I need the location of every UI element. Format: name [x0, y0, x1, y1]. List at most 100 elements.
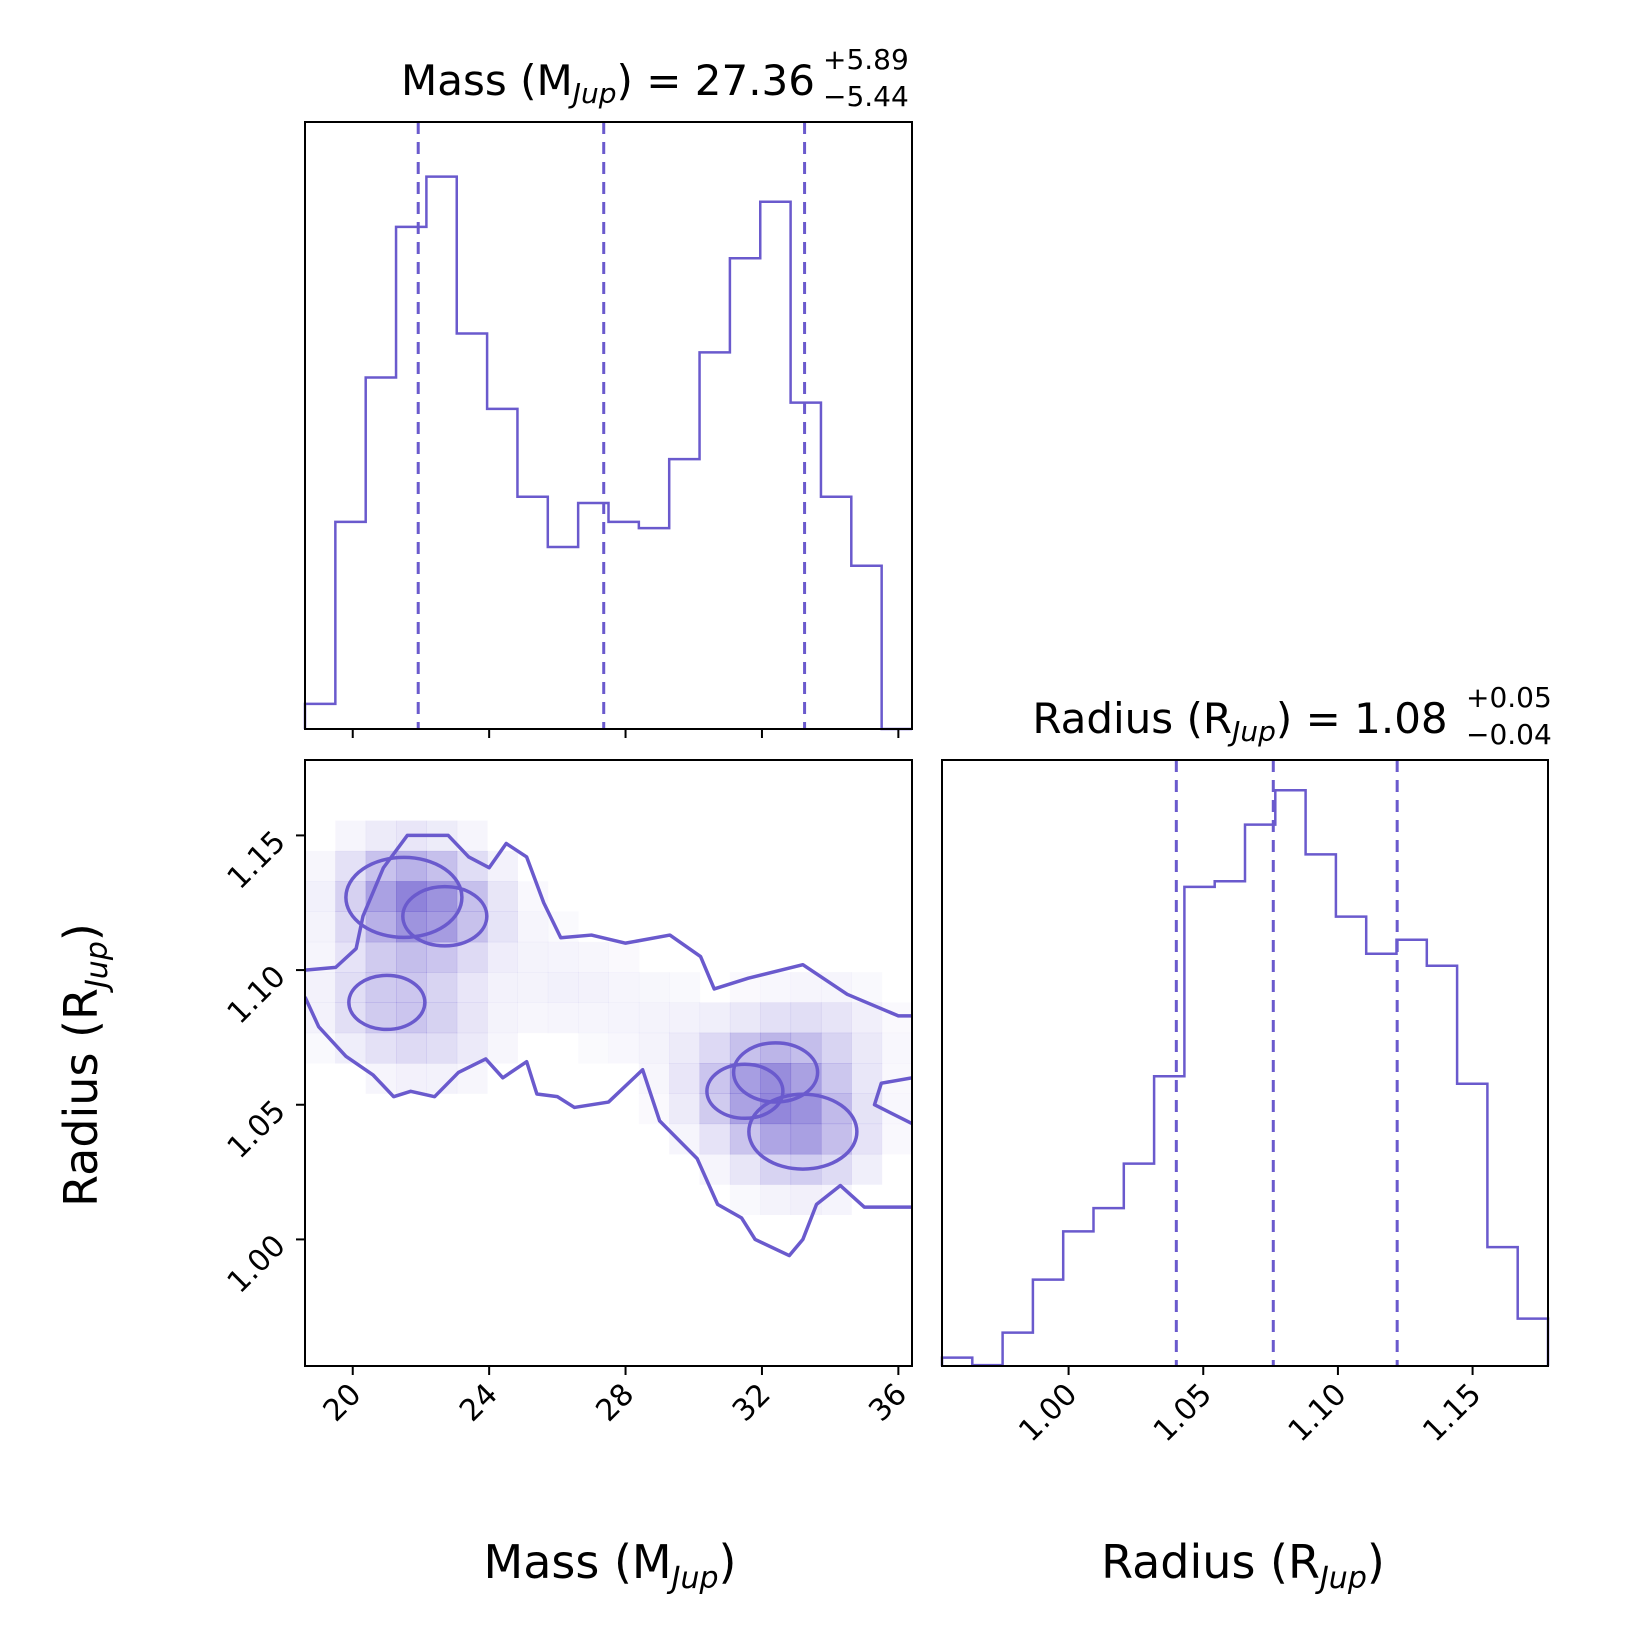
density-cell [820, 1032, 852, 1064]
mass-title-upper-error: +5.89 [823, 43, 909, 76]
density-cell [426, 1002, 458, 1034]
density-cell [669, 1123, 701, 1155]
density-cell [638, 1063, 670, 1094]
density-cell [820, 1063, 852, 1094]
mass-xtick-label: 36 [862, 1377, 914, 1429]
density-cell [790, 972, 822, 1003]
density-cell [456, 1002, 488, 1034]
density-cell [882, 1002, 913, 1033]
density-cell [517, 941, 549, 973]
radius-ytick-label: 1.15 [221, 824, 293, 896]
mass-histogram-step [303, 175, 912, 731]
density-cell [669, 972, 700, 1003]
y-axis-label-radius-sub: Jup [80, 941, 115, 993]
density-cell [365, 1063, 397, 1094]
density-cell [820, 1153, 852, 1185]
radius-xtick-label: 1.10 [1282, 1377, 1354, 1449]
radius-title-upper-error: +0.05 [1466, 681, 1552, 714]
mass-xtick-label: 20 [317, 1377, 369, 1429]
radius-ytick-label: 1.05 [221, 1094, 293, 1166]
mass-title-lower-error: −5.44 [823, 80, 909, 113]
x-axis-label-radius-sub: Jup [1315, 1561, 1367, 1596]
radius-ytick-label: 1.00 [221, 1228, 293, 1300]
density-cell [396, 850, 427, 882]
density-cell [456, 941, 488, 973]
x-axis-label-mass-sub: Jup [667, 1561, 719, 1596]
contour-line-1 [305, 833, 912, 1018]
density-cell [699, 1153, 731, 1185]
density-cell [517, 1002, 549, 1034]
density-cell [335, 850, 367, 882]
density-cell [608, 1032, 640, 1064]
radius-title-sub: Jup [1227, 715, 1276, 748]
inner-contour-1 [344, 855, 464, 940]
density-cell [608, 1002, 640, 1034]
radius-title-lower-error: −0.04 [1466, 718, 1552, 751]
x-axis-label-radius-suffix: ) [1367, 1535, 1385, 1589]
mass-title: Mass (MJup) = 27.36 [401, 56, 815, 110]
density-cell [578, 1002, 609, 1034]
density-cell [638, 1032, 670, 1064]
density-cell [305, 850, 336, 882]
density-cell [396, 1063, 427, 1094]
density-cell [699, 1123, 731, 1155]
radius-ytick-label: 1.10 [221, 959, 293, 1031]
density-cell [305, 911, 336, 943]
density-cell [517, 972, 549, 1003]
density-cell [729, 1153, 761, 1185]
density-cell [487, 1032, 518, 1064]
density-cell [578, 972, 609, 1003]
density-cell [609, 942, 640, 973]
density-cell [881, 1032, 912, 1064]
mass-title-value: ) = 27.36 [616, 56, 815, 105]
density-cell [578, 941, 609, 973]
inner-contour-7 [705, 1062, 785, 1121]
density-cell [790, 1002, 822, 1034]
y-axis-label-radius-prefix: Radius (R [54, 988, 108, 1207]
x-axis-label-mass-prefix: Mass (M [484, 1535, 672, 1589]
mass-xtick-label: 24 [453, 1377, 505, 1429]
density-cell [487, 1002, 518, 1034]
mass-frame [304, 121, 913, 730]
density-cell [790, 1123, 822, 1155]
radius-xtick-label: 1.00 [1012, 1377, 1084, 1449]
x-axis-label-radius: Radius (RJup) [1101, 1535, 1385, 1596]
density-cell [881, 1123, 912, 1155]
density-cell [335, 941, 367, 973]
density-cell [305, 1032, 336, 1064]
density-cell [638, 1002, 670, 1034]
density-cell [669, 1063, 701, 1094]
contour-line-3 [305, 996, 912, 1258]
density-cell [578, 1033, 609, 1064]
density-cell [760, 1123, 792, 1155]
density-cell [851, 1032, 883, 1064]
density-cell [335, 820, 367, 852]
density-cell [396, 1032, 427, 1064]
density-cell [638, 972, 670, 1003]
density-cell [729, 1002, 761, 1034]
density-cell [547, 1002, 579, 1034]
mass-title-sub: Jup [568, 77, 617, 110]
density-cell [487, 911, 518, 943]
y-axis-label-radius-suffix: ) [54, 923, 108, 941]
radius-title-value: ) = 1.08 [1276, 694, 1448, 743]
density-cell [456, 1063, 488, 1094]
density-cell [365, 1032, 397, 1064]
inner-contour-3 [347, 973, 427, 1032]
density-cell [305, 972, 336, 1003]
density-plot-area [305, 820, 913, 1258]
density-cell [760, 1002, 792, 1034]
density-cell [669, 1032, 701, 1064]
density-cell [820, 1123, 852, 1155]
density-cell [487, 941, 518, 973]
x-axis-label-radius-prefix: Radius (R [1101, 1535, 1320, 1589]
density-cell [608, 972, 640, 1003]
x-axis-label-mass: Mass (MJup) [484, 1535, 737, 1596]
density-cell [547, 972, 579, 1003]
density-cell [669, 1093, 701, 1125]
density-cell [760, 1184, 792, 1215]
mass-radius-density-panel: 20 24 28 32 36 1.00 1.05 1.10 1.15 [221, 759, 914, 1429]
density-cell [456, 850, 488, 882]
density-cell [820, 1002, 852, 1034]
